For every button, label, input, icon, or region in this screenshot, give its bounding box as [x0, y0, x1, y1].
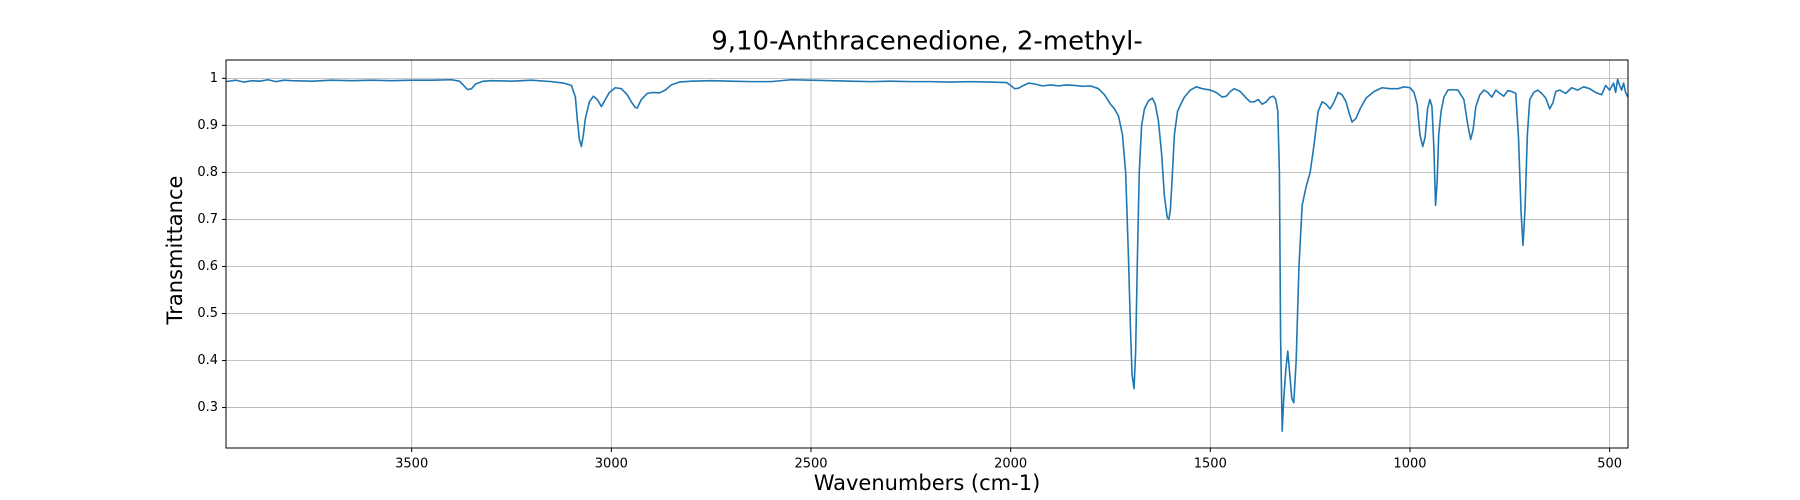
- x-tick-label: 3000: [595, 457, 628, 472]
- x-tick-label: 500: [1597, 457, 1622, 472]
- y-tick-label: 0.8: [197, 165, 218, 180]
- x-tick-label: 2500: [794, 457, 827, 472]
- y-axis-label: Transmittance: [163, 176, 187, 326]
- x-tick-label: 1000: [1393, 457, 1426, 472]
- y-tick-label: 0.3: [197, 400, 218, 415]
- y-tick-label: 0.6: [197, 259, 218, 274]
- x-tick-label: 1500: [1194, 457, 1227, 472]
- y-tick-label: 0.5: [197, 306, 218, 321]
- x-tick-label: 2000: [994, 457, 1027, 472]
- spectrum-line: [225, 78, 1629, 432]
- x-axis-label: Wavenumbers (cm-1): [814, 471, 1041, 495]
- y-tick-label: 0.7: [197, 212, 218, 227]
- y-tick-label: 0.4: [197, 353, 218, 368]
- x-tick-label: 3500: [395, 457, 428, 472]
- y-tick-label: 0.9: [197, 118, 218, 133]
- plot-frame: [225, 59, 1629, 449]
- chart-title: 9,10-Anthracenedione, 2-methyl-: [711, 27, 1143, 57]
- y-tick-label: 1: [210, 71, 218, 86]
